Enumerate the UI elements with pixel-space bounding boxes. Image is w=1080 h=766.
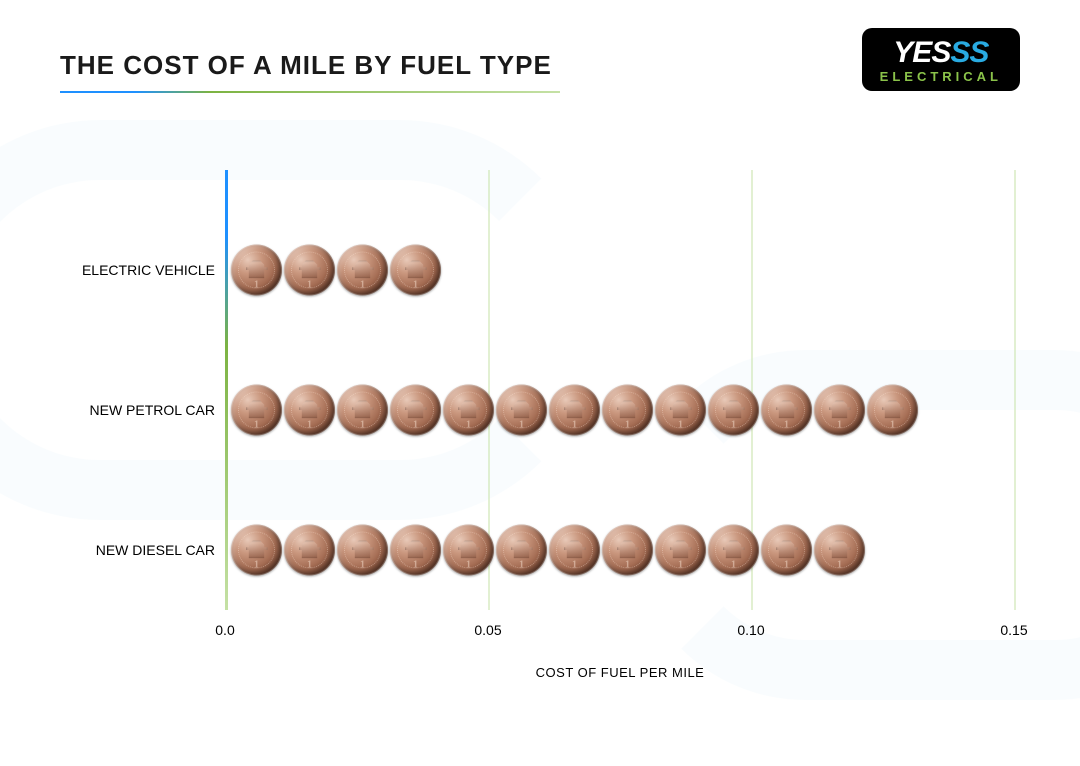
penny-coin-icon: 1 <box>231 525 282 576</box>
penny-coin-icon: 1 <box>602 525 653 576</box>
category-label: NEW DIESEL CAR <box>96 542 215 558</box>
penny-coin-icon: 1 <box>284 525 335 576</box>
coin-row: 111111111111 <box>231 525 865 576</box>
penny-coin-icon: 1 <box>443 525 494 576</box>
x-axis-label: COST OF FUEL PER MILE <box>536 665 705 680</box>
cost-per-mile-chart: COST OF FUEL PER MILE 0.00.050.100.15ELE… <box>225 170 1015 640</box>
gridline <box>225 170 228 610</box>
title-underline <box>60 91 560 93</box>
penny-coin-icon: 1 <box>814 525 865 576</box>
penny-coin-icon: 1 <box>390 385 441 436</box>
coin-row: 1111 <box>231 245 441 296</box>
penny-coin-icon: 1 <box>390 525 441 576</box>
penny-coin-icon: 1 <box>390 245 441 296</box>
penny-coin-icon: 1 <box>761 385 812 436</box>
penny-coin-icon: 1 <box>549 385 600 436</box>
x-tick-label: 0.10 <box>737 622 764 638</box>
penny-coin-icon: 1 <box>814 385 865 436</box>
penny-coin-icon: 1 <box>231 245 282 296</box>
penny-coin-icon: 1 <box>549 525 600 576</box>
x-tick-label: 0.05 <box>474 622 501 638</box>
penny-coin-icon: 1 <box>284 245 335 296</box>
penny-coin-icon: 1 <box>867 385 918 436</box>
penny-coin-icon: 1 <box>496 385 547 436</box>
penny-coin-icon: 1 <box>602 385 653 436</box>
penny-coin-icon: 1 <box>496 525 547 576</box>
x-tick-label: 0.15 <box>1000 622 1027 638</box>
category-label: ELECTRIC VEHICLE <box>82 262 215 278</box>
penny-coin-icon: 1 <box>337 245 388 296</box>
penny-coin-icon: 1 <box>655 525 706 576</box>
penny-coin-icon: 1 <box>761 525 812 576</box>
gridline <box>1014 170 1016 610</box>
penny-coin-icon: 1 <box>708 385 759 436</box>
penny-coin-icon: 1 <box>337 525 388 576</box>
x-tick-label: 0.0 <box>215 622 234 638</box>
penny-coin-icon: 1 <box>708 525 759 576</box>
coin-row: 1111111111111 <box>231 385 918 436</box>
penny-coin-icon: 1 <box>284 385 335 436</box>
chart-title: THE COST OF A MILE BY FUEL TYPE <box>60 50 1020 81</box>
category-label: NEW PETROL CAR <box>90 402 216 418</box>
penny-coin-icon: 1 <box>337 385 388 436</box>
penny-coin-icon: 1 <box>655 385 706 436</box>
penny-coin-icon: 1 <box>231 385 282 436</box>
penny-coin-icon: 1 <box>443 385 494 436</box>
